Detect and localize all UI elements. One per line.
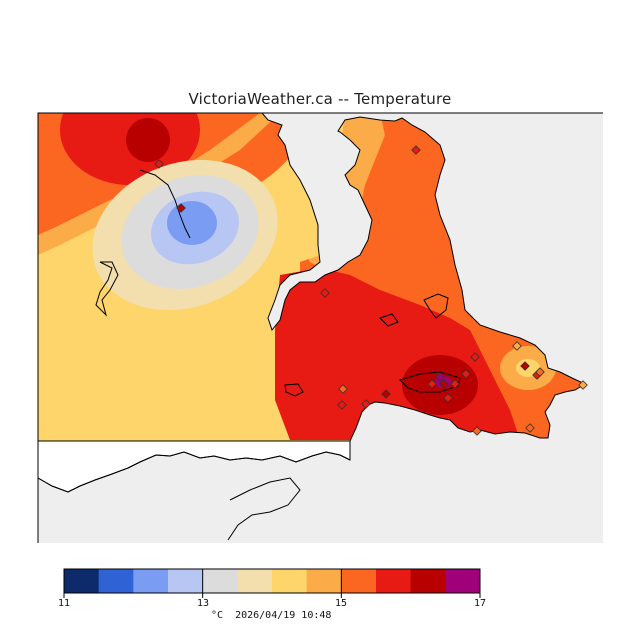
colorbar-swatch	[202, 569, 238, 593]
station-marker	[337, 400, 347, 410]
colorbar-tick-label: 15	[334, 598, 348, 609]
station-marker	[361, 399, 371, 409]
station-marker	[578, 380, 588, 390]
colorbar	[63, 568, 481, 598]
colorbar-swatch	[410, 569, 446, 593]
station-marker	[154, 159, 164, 169]
colorbar-swatch	[237, 569, 273, 593]
station-marker	[338, 384, 348, 394]
station-marker	[520, 361, 530, 371]
colorbar-swatch	[306, 569, 342, 593]
station-marker	[411, 145, 421, 155]
station-markers	[154, 145, 588, 436]
station-marker	[381, 389, 391, 399]
colorbar-swatch	[272, 569, 308, 593]
station-marker	[427, 379, 437, 389]
station-marker	[472, 426, 482, 436]
colorbar-swatch	[98, 569, 134, 593]
units-timestamp: °C 2026/04/19 10:48	[211, 610, 332, 621]
colorbar-tick-label: 17	[473, 598, 487, 609]
colorbar-swatch	[168, 569, 204, 593]
colorbar-swatch	[64, 569, 100, 593]
colorbar-swatch	[341, 569, 377, 593]
station-marker	[525, 423, 535, 433]
colorbar-swatch	[133, 569, 169, 593]
station-marker	[443, 393, 453, 403]
colorbar-tick-label: 11	[57, 598, 71, 609]
station-marker	[439, 379, 449, 389]
colorbar-tick-label: 13	[196, 598, 210, 609]
coastlines	[37, 112, 603, 543]
colorbar-swatch	[376, 569, 412, 593]
station-marker	[176, 203, 186, 213]
map-title: VictoriaWeather.ca -- Temperature	[188, 90, 452, 108]
colorbar-swatch	[445, 569, 481, 593]
station-marker	[320, 288, 330, 298]
station-marker	[450, 379, 460, 389]
station-marker	[470, 352, 480, 362]
station-marker	[512, 341, 522, 351]
station-marker	[535, 367, 545, 377]
station-marker	[435, 372, 445, 382]
station-marker	[461, 369, 471, 379]
